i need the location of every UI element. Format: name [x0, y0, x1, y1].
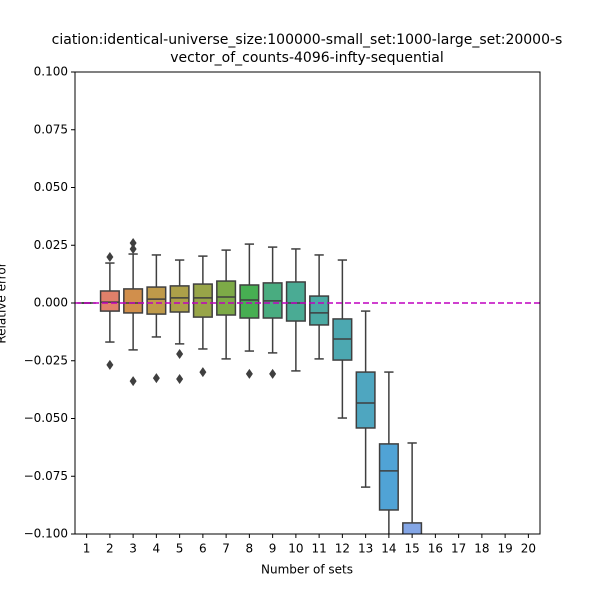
x-tick-label: 19: [497, 542, 512, 556]
x-tick-label: 3: [129, 542, 137, 556]
outlier: [269, 368, 277, 379]
box: [355, 371, 376, 429]
x-tick-label: 13: [358, 542, 373, 556]
x-tick-label: 9: [269, 542, 277, 556]
x-tick-label: 1: [83, 542, 91, 556]
y-tick-label: 0.025: [34, 238, 68, 252]
box: [216, 280, 237, 316]
x-tick-label: 12: [335, 542, 350, 556]
y-tick-label: 0.000: [34, 296, 68, 310]
axes-frame: [74, 71, 541, 535]
x-tick-label: 7: [222, 542, 230, 556]
x-tick-label: 6: [199, 542, 207, 556]
box: [378, 443, 399, 511]
y-tick-label: −0.025: [24, 353, 68, 367]
outlier: [176, 373, 184, 384]
box: [239, 284, 260, 319]
outlier: [129, 237, 137, 248]
y-tick-label: −0.075: [24, 469, 68, 483]
outlier: [129, 376, 137, 387]
outlier: [106, 252, 114, 263]
box: [309, 295, 330, 326]
x-tick-label: 8: [246, 542, 254, 556]
outlier: [106, 359, 114, 370]
outlier: [176, 349, 184, 360]
y-tick-label: 0.100: [34, 65, 68, 79]
x-tick-label: 11: [311, 542, 326, 556]
x-tick-label: 17: [451, 542, 466, 556]
x-tick-label: 20: [521, 542, 536, 556]
y-tick-label: −0.050: [24, 411, 68, 425]
x-tick-label: 10: [288, 542, 303, 556]
chart-subtitle: vector_of_counts-4096-infty-sequential: [170, 50, 443, 66]
x-tick-label: 16: [428, 542, 443, 556]
x-axis-label: Number of sets: [261, 563, 353, 577]
outlier: [199, 367, 207, 378]
x-tick-label: 5: [176, 542, 184, 556]
x-tick-label: 2: [106, 542, 114, 556]
box: [402, 522, 423, 534]
outlier: [152, 373, 160, 384]
y-axis-label: Relative error: [0, 262, 9, 343]
box: [285, 281, 306, 322]
plot-area: [75, 237, 540, 534]
box: [146, 286, 167, 315]
box: [123, 288, 144, 314]
x-tick-label: 18: [474, 542, 489, 556]
box: [192, 283, 213, 318]
outlier: [245, 368, 253, 379]
y-tick-label: 0.075: [34, 122, 68, 136]
x-tick-label: 15: [404, 542, 419, 556]
y-tick-label: 0.050: [34, 180, 68, 194]
outlier: [129, 243, 137, 254]
x-tick-label: 14: [381, 542, 396, 556]
x-tick-label: 4: [153, 542, 161, 556]
box: [99, 290, 120, 312]
y-tick-label: −0.100: [24, 527, 68, 541]
box: [169, 285, 190, 313]
chart-title: ciation:identical-universe_size:100000-s…: [52, 32, 563, 48]
